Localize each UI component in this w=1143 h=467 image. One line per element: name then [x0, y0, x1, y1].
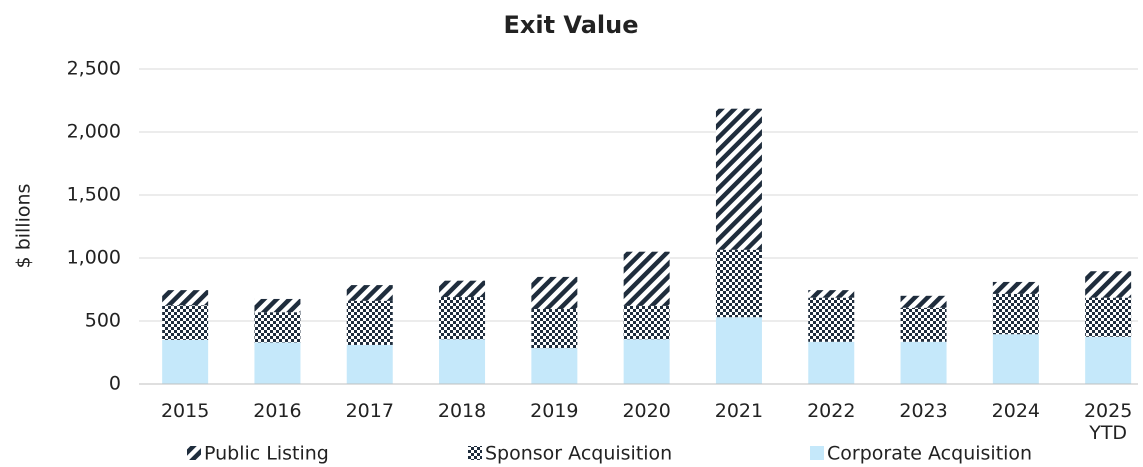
legend-swatch — [810, 446, 824, 460]
bar-segment — [808, 341, 855, 384]
bar-segment — [162, 305, 209, 340]
x-tick-label: 2023 — [899, 400, 948, 422]
bar-segment — [992, 334, 1039, 384]
bar-segment — [531, 309, 578, 349]
bar-segment — [1085, 271, 1132, 298]
legend-label: Corporate Acquisition — [827, 443, 1032, 465]
legend-swatch — [187, 446, 201, 460]
bar-segment — [254, 342, 301, 384]
x-tick-label: 2016 — [253, 400, 302, 422]
bar-segment — [531, 276, 578, 310]
y-tick-label: 2,000 — [67, 121, 121, 143]
bar-segment — [900, 295, 947, 308]
bar-segment — [623, 305, 670, 340]
bar-segment — [439, 297, 486, 340]
bar-segment — [531, 348, 578, 384]
bar-segment — [346, 285, 393, 301]
bar-segment — [254, 312, 301, 343]
x-tick-label: 2022 — [807, 400, 856, 422]
bar-segment — [900, 307, 947, 342]
x-tick-label: 2017 — [345, 400, 394, 422]
y-tick-label: 1,000 — [67, 247, 121, 269]
bar-segment — [715, 317, 762, 384]
y-tick-label: 2,500 — [67, 58, 121, 80]
bar-segment — [1085, 336, 1132, 384]
bar-segment — [439, 280, 486, 298]
bar-segment — [808, 290, 855, 298]
bar-segment — [254, 298, 301, 313]
x-tick-label: 2020 — [622, 400, 671, 422]
bar-segment — [439, 339, 486, 384]
legend-swatch — [468, 446, 482, 460]
legend-label: Public Listing — [204, 443, 329, 465]
x-tick-label: 2024 — [991, 400, 1041, 422]
chart-title: Exit Value — [504, 11, 639, 39]
bar-segment — [623, 339, 670, 384]
bar-segment — [346, 344, 393, 384]
bar-segment — [808, 297, 855, 342]
bar-segment — [162, 290, 209, 306]
y-tick-label: 1,500 — [67, 184, 121, 206]
bar-segment — [992, 293, 1039, 335]
y-tick-label: 0 — [109, 373, 121, 395]
bar-segment — [346, 300, 393, 345]
legend-label: Sponsor Acquisition — [485, 443, 672, 465]
bar-segment — [1085, 297, 1132, 337]
x-tick-label: 2021 — [714, 400, 764, 422]
bar-segment — [162, 339, 209, 384]
x-tick-label: 2015 — [160, 400, 210, 422]
bar-segment — [623, 251, 670, 306]
x-tick-label: 2025 YTD — [1083, 400, 1133, 444]
bar-segment — [992, 281, 1039, 294]
x-tick-label: 2018 — [437, 400, 487, 422]
bar-segment — [715, 249, 762, 318]
bar-segment — [900, 341, 947, 384]
y-axis-label: $ billions — [13, 184, 35, 269]
y-tick-label: 500 — [85, 310, 121, 332]
bar-segment — [715, 108, 762, 250]
x-tick-label: 2019 — [530, 400, 579, 422]
